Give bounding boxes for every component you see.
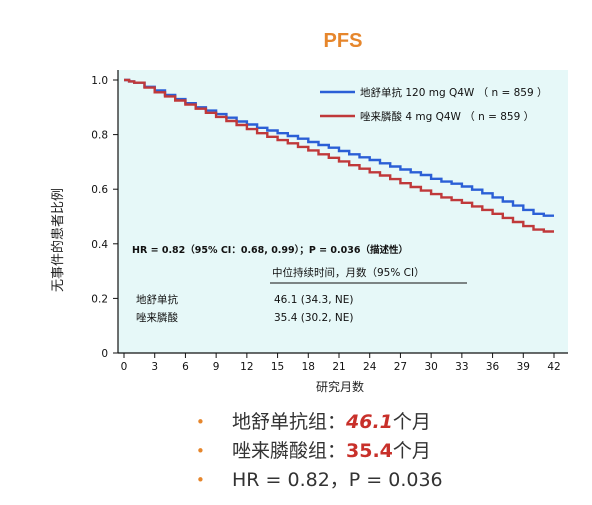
y-tick-label: 0.6 xyxy=(91,184,108,196)
x-tick-label: 6 xyxy=(182,361,189,373)
bullet-icon: • xyxy=(196,413,205,431)
x-tick-label: 9 xyxy=(213,361,220,373)
y-tick-label: 0.4 xyxy=(91,239,108,251)
x-tick-label: 42 xyxy=(547,361,560,373)
median-table-value-denosumab: 46.1 (34.3, NE) xyxy=(274,294,353,306)
legend-label-denosumab: 地舒单抗 120 mg Q4W （ n = 859 ） xyxy=(360,86,547,99)
summary-list: • 地舒单抗组：46.1个月 • 唑来膦酸组：35.4个月 • HR = 0.8… xyxy=(196,408,576,495)
y-tick-label: 1.0 xyxy=(91,75,108,87)
x-axis-label: 研究月数 xyxy=(316,379,364,394)
summary-prefix: 唑来膦酸组： xyxy=(232,440,347,462)
x-tick-label: 39 xyxy=(517,361,530,373)
y-axis-label: 无事件的患者比例 xyxy=(50,188,66,292)
summary-text: HR = 0.82，P = 0.036 xyxy=(232,469,443,491)
hr-annotation: HR = 0.82（95% CI：0.68, 0.99）；P = 0.036（描… xyxy=(132,244,408,256)
x-tick-label: 3 xyxy=(151,361,158,373)
x-tick-label: 27 xyxy=(394,361,407,373)
summary-suffix: 个月 xyxy=(392,411,431,433)
bullet-icon: • xyxy=(196,471,205,489)
median-table-header: 中位持续时间，月数（95% CI） xyxy=(272,266,425,279)
summary-suffix: 个月 xyxy=(392,440,431,462)
x-tick-label: 12 xyxy=(240,361,253,373)
bullet-icon: • xyxy=(196,442,205,460)
summary-text: 地舒单抗组：46.1个月 xyxy=(232,408,431,437)
x-tick-label: 30 xyxy=(424,361,437,373)
y-tick-label: 0.2 xyxy=(91,293,108,305)
series-line-zoledronic xyxy=(124,78,554,233)
summary-item-denosumab: • 地舒单抗组：46.1个月 xyxy=(196,408,576,437)
median-table-value-zoledronic: 35.4 (30.2, NE) xyxy=(274,312,353,324)
summary-value: 35.4 xyxy=(346,440,393,462)
series-line-denosumab xyxy=(124,78,554,217)
summary-item-hr: • HR = 0.82，P = 0.036 xyxy=(196,466,576,495)
y-tick-label: 0.8 xyxy=(91,130,108,142)
x-tick-label: 0 xyxy=(121,361,128,373)
x-tick-label: 15 xyxy=(271,361,284,373)
summary-text: 唑来膦酸组：35.4个月 xyxy=(232,437,431,466)
summary-prefix: 地舒单抗组： xyxy=(232,411,347,433)
pfs-chart: PFS 00.20.40.60.81.00 3 6 9 12 15 18 21 24 27 30 33… xyxy=(50,30,568,394)
x-tick-label: 33 xyxy=(455,361,468,373)
median-table-label-zoledronic: 唑来膦酸 xyxy=(136,311,178,324)
x-tick-label: 36 xyxy=(486,361,500,373)
chart-title: PFS xyxy=(324,30,363,52)
x-tick-label: 18 xyxy=(302,361,315,373)
legend-label-zoledronic: 唑来膦酸 4 mg Q4W （ n = 859 ） xyxy=(360,110,534,123)
summary-value: 46.1 xyxy=(346,411,393,433)
x-tick-label: 21 xyxy=(332,361,345,373)
y-tick-label: 0 xyxy=(101,348,108,360)
median-table-label-denosumab: 地舒单抗 xyxy=(136,293,178,306)
x-tick-label: 24 xyxy=(363,361,377,373)
summary-item-zoledronic: • 唑来膦酸组：35.4个月 xyxy=(196,437,576,466)
